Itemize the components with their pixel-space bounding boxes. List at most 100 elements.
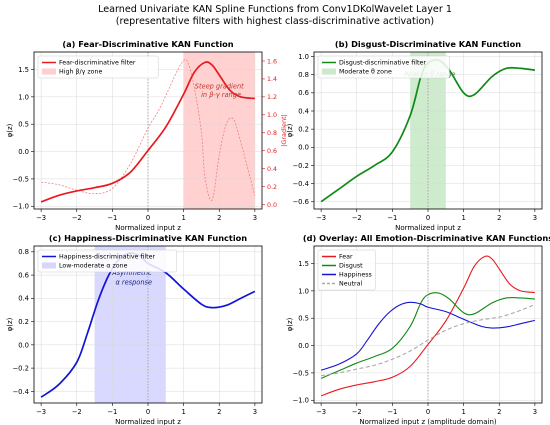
x-tick-label: 1 <box>181 214 185 222</box>
x-tick-label: 0 <box>146 214 150 222</box>
y-tick-label: 0.4 <box>18 295 29 303</box>
y-axis-label: φ(z) <box>286 123 294 137</box>
y-tick-label: 0.0 <box>18 341 29 349</box>
legend: Happiness-discriminative filter Low-moder… <box>37 249 177 273</box>
y-tick-label: −0.4 <box>292 180 309 188</box>
x-tick-label: 2 <box>217 408 221 416</box>
y2-tick-label: 1.4 <box>267 76 277 83</box>
y-tick-label: −0.2 <box>12 365 29 373</box>
x-tick-label: 3 <box>533 408 537 416</box>
legend-swatch <box>322 68 336 75</box>
annotation-text: Asymmetric <box>111 269 152 277</box>
legend-label: Happiness-discriminative filter <box>59 254 155 261</box>
x-tick-label: 0 <box>426 408 430 416</box>
x-tick-label: −1 <box>107 408 117 416</box>
x-tick-label: −2 <box>352 214 362 222</box>
y-axis-label: φ(z) <box>286 317 294 331</box>
annotation-text: α response <box>115 278 152 286</box>
x-axis-label: Normalized input z <box>115 418 181 425</box>
x-tick-label: −1 <box>107 214 117 222</box>
y-tick-label: −0.5 <box>292 369 309 377</box>
panels: (a) Fear-Discriminative KAN Function 0.0 0… <box>6 39 550 425</box>
legend-swatch <box>42 68 56 75</box>
y-tick-label: 1.5 <box>298 260 309 268</box>
annotation-text: in β-γ range <box>201 91 241 99</box>
y-tick-label: −0.4 <box>12 388 29 396</box>
panel-a: (a) Fear-Discriminative KAN Function 0.0 0… <box>6 39 288 232</box>
x-tick-label: 3 <box>253 408 257 416</box>
y-tick-label: −0.2 <box>292 162 309 170</box>
series-line-happiness <box>320 301 536 371</box>
x-tick-label: 2 <box>497 408 501 416</box>
y-tick-label: 0.8 <box>298 71 309 79</box>
x-tick-label: −1 <box>387 214 397 222</box>
x-tick-label: 3 <box>253 214 257 222</box>
y2-axis-label: |Gradient| <box>280 114 288 147</box>
y-tick-label: −1.0 <box>12 203 29 211</box>
legend-box <box>37 249 177 273</box>
x-tick-label: 1 <box>461 214 465 222</box>
legend-label: High β/γ zone <box>59 69 102 76</box>
y-tick-label: 0.4 <box>298 107 309 115</box>
y-tick-label: 0.6 <box>18 271 29 279</box>
y-tick-label: 0.6 <box>298 89 309 97</box>
y2-tick-label: 0.0 <box>267 202 277 209</box>
legend-box <box>317 55 450 79</box>
legend-swatch <box>42 262 56 269</box>
y-tick-label: 1.5 <box>18 66 29 74</box>
y-tick-label: 0.0 <box>298 342 309 350</box>
x-tick-label: −2 <box>352 408 362 416</box>
legend: Fear-discriminative filter High β/γ zone <box>37 55 159 79</box>
figure-title-line1: Learned Univariate KAN Spline Functions … <box>98 4 452 15</box>
panel-title: (b) Disgust-Discriminative KAN Function <box>335 39 521 49</box>
x-tick-label: −2 <box>72 408 82 416</box>
y2-tick-label: 0.6 <box>267 148 277 155</box>
y-axis-label: φ(z) <box>6 123 14 137</box>
y-tick-label: 0.0 <box>298 144 309 152</box>
y2-tick-label: 0.8 <box>267 130 277 137</box>
panel-c: (c) Happiness-Discriminative KAN Functio… <box>6 233 263 425</box>
y2-tick-label: 0.4 <box>267 166 277 173</box>
panel-title: (c) Happiness-Discriminative KAN Functio… <box>49 233 247 243</box>
series-line-fear-discriminative-filter <box>40 61 255 203</box>
annotation-text: Steep gradient <box>195 83 244 91</box>
y-tick-label: 0.0 <box>18 148 29 156</box>
y2-tick-label: 1.6 <box>267 58 277 65</box>
y-tick-label: 0.5 <box>18 121 29 129</box>
panel-b: (b) Disgust-Discriminative KAN FunctionP… <box>286 39 543 232</box>
y2-tick-label: 0.2 <box>267 184 277 191</box>
y-axis-label: φ(z) <box>6 317 14 331</box>
legend-box <box>37 55 159 79</box>
panel-d: (d) Overlay: All Emotion-Discriminative … <box>286 233 550 425</box>
y-tick-label: 1.0 <box>298 287 309 295</box>
x-tick-label: 1 <box>181 408 185 416</box>
y-tick-label: −0.6 <box>292 198 309 206</box>
x-tick-label: 1 <box>461 408 465 416</box>
x-tick-label: 3 <box>533 214 537 222</box>
x-tick-label: 0 <box>426 214 430 222</box>
legend-label: Fear-discriminative filter <box>59 60 136 67</box>
x-tick-label: −3 <box>316 214 326 222</box>
legend: Fear Disgust Happiness Neutral <box>317 249 376 291</box>
y-tick-label: 0.2 <box>298 126 309 134</box>
figure-title-line2: (representative filters with highest cla… <box>116 16 434 27</box>
y2-tick-label: 1.2 <box>267 94 277 101</box>
legend-label: Neutral <box>339 281 362 288</box>
x-tick-label: 2 <box>217 214 221 222</box>
legend-label: Moderate θ zone <box>339 69 392 76</box>
panel-title: (d) Overlay: All Emotion-Discriminative … <box>303 233 550 243</box>
y-tick-label: −1.0 <box>292 397 309 405</box>
legend: Disgust-discriminative filter Moderate θ … <box>317 55 450 79</box>
y-tick-label: 0.2 <box>18 318 29 326</box>
y-tick-label: 1.0 <box>18 93 29 101</box>
x-tick-label: −2 <box>72 214 82 222</box>
legend-label: Happiness <box>339 272 372 279</box>
legend-label: Fear <box>339 254 353 261</box>
x-tick-label: 2 <box>497 214 501 222</box>
legend-box <box>317 249 376 291</box>
series-line-disgust <box>320 292 535 379</box>
gradient-line <box>41 59 256 201</box>
panel-title: (a) Fear-Discriminative KAN Function <box>62 39 233 49</box>
x-axis-label: Normalized input z <box>115 224 181 232</box>
